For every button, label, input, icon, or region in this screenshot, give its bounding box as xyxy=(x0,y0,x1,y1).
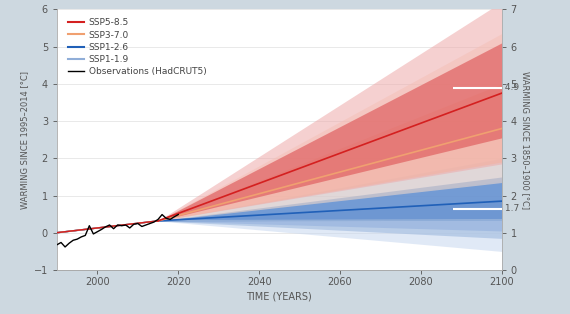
X-axis label: TIME (YEARS): TIME (YEARS) xyxy=(246,291,312,301)
Text: 4.9: 4.9 xyxy=(502,83,519,92)
Text: 1.7: 1.7 xyxy=(502,204,519,213)
Legend: SSP5-8.5, SSP3-7.0, SSP1-2.6, SSP1-1.9, Observations (HadCRUT5): SSP5-8.5, SSP3-7.0, SSP1-2.6, SSP1-1.9, … xyxy=(66,17,208,78)
Y-axis label: WARMING SINCE 1995–2014 [°C]: WARMING SINCE 1995–2014 [°C] xyxy=(21,71,30,209)
Y-axis label: WARMING SINCE 1850–1900 [°C]: WARMING SINCE 1850–1900 [°C] xyxy=(521,71,530,209)
